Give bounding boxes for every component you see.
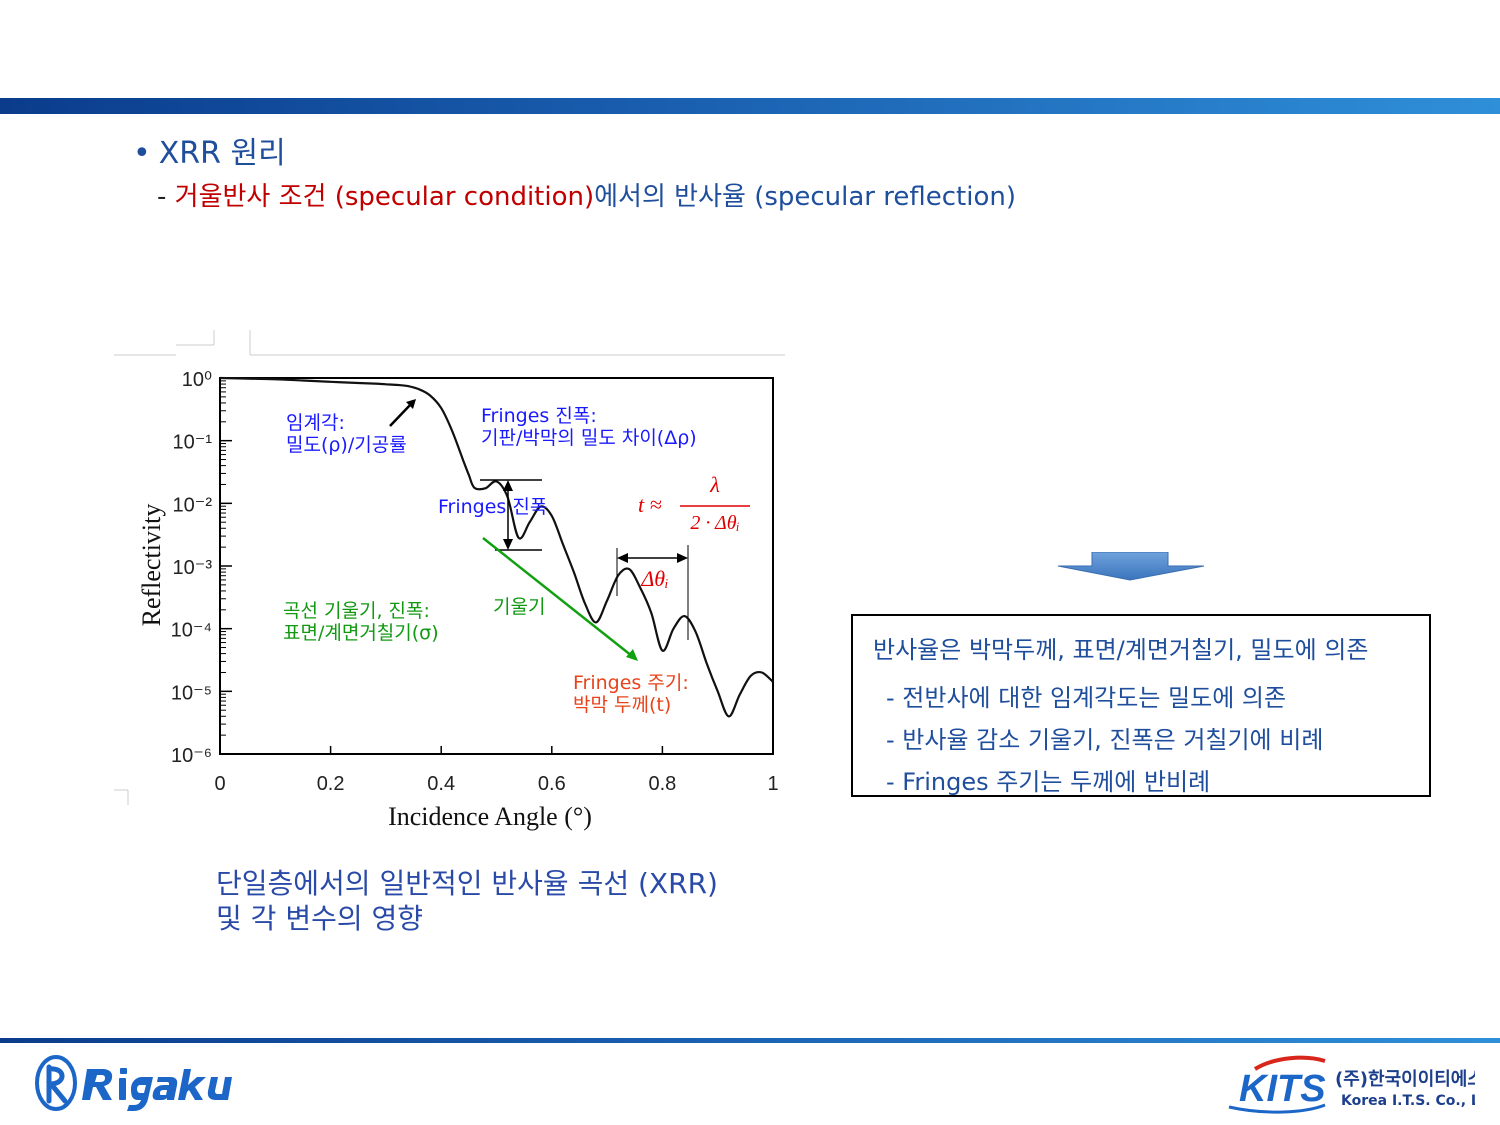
kits-logo: KITS (주)한국이이티에스 Korea I.T.S. Co., Ltd. xyxy=(1228,1055,1475,1114)
formula-numerator: λ xyxy=(709,472,720,497)
y-tick-label: 10⁻² xyxy=(173,494,213,516)
amplitude-arrowhead-up xyxy=(503,480,513,491)
x-tick-label: 1 xyxy=(767,773,778,795)
footer-line xyxy=(0,1038,1500,1043)
delta-theta-arrowhead-left xyxy=(617,553,628,563)
y-axis-ticks: 10⁰ 10⁻¹ 10⁻² 10⁻³ 10⁻⁴ 10⁻⁵ 10⁻⁶ xyxy=(171,369,232,767)
slope-line1: 곡선 기울기, 진폭: xyxy=(283,600,430,622)
svg-text:(주)한국이이티에스: (주)한국이이티에스 xyxy=(1335,1069,1475,1090)
critical-angle-line2: 밀도(ρ)/기공률 xyxy=(286,434,407,456)
fringe-amplitude-label: Fringes 진폭 xyxy=(438,496,548,518)
x-tick-label: 0.2 xyxy=(317,773,345,795)
down-arrow-icon xyxy=(1057,552,1205,581)
y-axis-label: Reflectivity xyxy=(137,504,166,627)
fringe-period-line2: 박막 두께(t) xyxy=(573,694,672,716)
figure-caption: 단일층에서의 일반적인 반사율 곡선 (XRR) 및 각 변수의 영향 xyxy=(216,866,718,936)
critical-angle-arrowhead xyxy=(406,399,416,409)
x-axis-ticks: 0 0.2 0.4 0.6 0.8 1 xyxy=(214,746,779,795)
header-bar xyxy=(0,98,1500,114)
y-tick-label: 10⁻⁶ xyxy=(171,745,212,767)
y-tick-label: 10⁻⁵ xyxy=(171,682,212,704)
summary-head: 반사율은 박막두께, 표면/계면거칠기, 밀도에 의존 xyxy=(873,636,1369,664)
subtitle-blue: 에서의 반사율 (specular reflection) xyxy=(594,182,1016,212)
reflectivity-curve xyxy=(219,376,774,718)
slide-title: • XRR 원리 xyxy=(133,128,286,172)
critical-angle-line1: 임계각: xyxy=(286,412,345,434)
amplitude-arrowhead-down xyxy=(503,539,513,550)
delta-theta-label: Δθᵢ xyxy=(640,566,668,591)
rigaku-logo xyxy=(35,1055,232,1111)
slide-subtitle: - 거울반사 조건 (specular condition)에서의 반사율 (s… xyxy=(157,176,1016,213)
y-tick-label: 10⁰ xyxy=(182,369,212,391)
slope-label: 기울기 xyxy=(493,596,546,618)
y-minor-ticks xyxy=(220,380,226,736)
summary-line-2: - 반사율 감소 기울기, 진폭은 거칠기에 비례 xyxy=(886,726,1324,754)
x-axis-label: Incidence Angle (°) xyxy=(388,802,592,831)
x-tick-label: 0.6 xyxy=(538,773,566,795)
x-tick-label: 0.4 xyxy=(427,773,455,795)
y-tick-label: 10⁻¹ xyxy=(173,432,213,454)
caption-line2: 및 각 변수의 영향 xyxy=(216,902,424,935)
subtitle-dash: - xyxy=(157,182,175,212)
critical-angle-annotation: 임계각: 밀도(ρ)/기공률 xyxy=(286,412,407,456)
slope-annotation: 곡선 기울기, 진폭: 표면/계면거칠기(σ) xyxy=(283,600,439,644)
fringe-period-line1: Fringes 주기: xyxy=(573,672,689,694)
subtitle-red: 거울반사 조건 (specular condition) xyxy=(174,182,595,212)
x-tick-label: 0 xyxy=(214,773,225,795)
summary-box: 반사율은 박막두께, 표면/계면거칠기, 밀도에 의존 - 전반사에 대한 임계… xyxy=(851,614,1431,797)
reflectivity-chart: 0 0.2 0.4 0.6 0.8 1 10⁰10⁻¹10⁻²10⁻³10⁻⁴10⁻⁵10… xyxy=(114,330,785,831)
summary-line-3: - Fringes 주기는 두께에 반비례 xyxy=(886,768,1211,796)
fringe-period-annotation: Fringes 주기: 박막 두께(t) xyxy=(573,672,689,716)
formula-denominator: 2 · Δθᵢ xyxy=(690,512,739,534)
fringe-amplitude-annotation: Fringes 진폭: 기판/박막의 밀도 차이(Δρ) xyxy=(481,405,697,449)
slope-arrowhead xyxy=(626,649,638,661)
title-text: XRR 원리 xyxy=(158,136,286,171)
title-bullet: • xyxy=(133,136,151,171)
fringe-amplitude-line1: Fringes 진폭: xyxy=(481,405,597,427)
delta-theta-arrowhead-right xyxy=(677,553,688,563)
caption-line1: 단일층에서의 일반적인 반사율 곡선 (XRR) xyxy=(216,867,718,900)
slope-line2: 표면/계면거칠기(σ) xyxy=(283,622,439,644)
summary-line-1: - 전반사에 대한 임계각도는 밀도에 의존 xyxy=(886,684,1287,712)
fringe-amplitude-line2: 기판/박막의 밀도 차이(Δρ) xyxy=(481,427,697,449)
slope-arrow xyxy=(482,537,633,657)
x-tick-label: 0.8 xyxy=(648,773,676,795)
critical-angle-arrow xyxy=(389,402,413,427)
svg-text:KITS: KITS xyxy=(1239,1068,1326,1110)
y-tick-label: 10⁻³ xyxy=(173,557,213,579)
formula-lhs: t ≈ xyxy=(638,492,662,517)
svg-text:Korea I.T.S. Co., Ltd.: Korea I.T.S. Co., Ltd. xyxy=(1341,1093,1475,1109)
y-tick-label: 10⁻⁴ xyxy=(171,620,212,642)
